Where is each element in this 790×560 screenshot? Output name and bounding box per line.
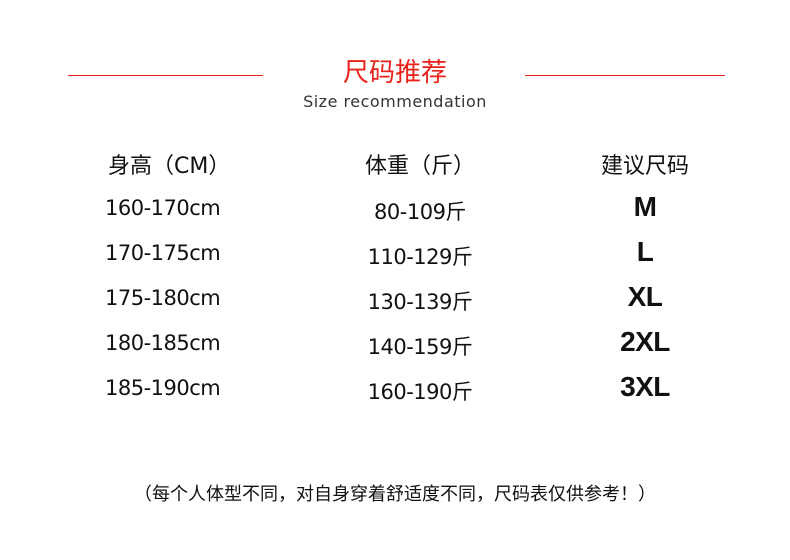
- weight-cell: 130-139斤: [367, 290, 473, 314]
- header-size: 建议尺码: [600, 154, 689, 179]
- height-cell: 185-190cm: [105, 376, 221, 400]
- title-divider-left: [68, 75, 263, 76]
- header-height: 身高（CM）: [108, 154, 231, 179]
- height-cell: 175-180cm: [105, 286, 221, 310]
- page-title: 尺码推荐: [342, 58, 447, 88]
- header-weight: 体重（斤）: [364, 154, 475, 179]
- size-cell: 3XL: [620, 371, 670, 402]
- title-divider-right: [525, 75, 725, 76]
- height-cell: 180-185cm: [105, 331, 221, 355]
- size-cell: 2XL: [620, 326, 670, 357]
- size-cell: L: [636, 236, 654, 267]
- height-cell: 170-175cm: [105, 241, 221, 265]
- weight-cell: 140-159斤: [367, 335, 473, 359]
- size-cell: XL: [627, 281, 663, 312]
- height-cell: 160-170cm: [105, 196, 221, 220]
- disclaimer-note: （每个人体型不同，对自身穿着舒适度不同，尺码表仅供参考！）: [134, 484, 656, 505]
- weight-cell: 110-129斤: [367, 245, 473, 269]
- weight-cell: 80-109斤: [374, 200, 466, 224]
- weight-cell: 160-190斤: [367, 380, 473, 404]
- page-subtitle: Size recommendation: [303, 92, 487, 111]
- size-cell: M: [633, 191, 657, 222]
